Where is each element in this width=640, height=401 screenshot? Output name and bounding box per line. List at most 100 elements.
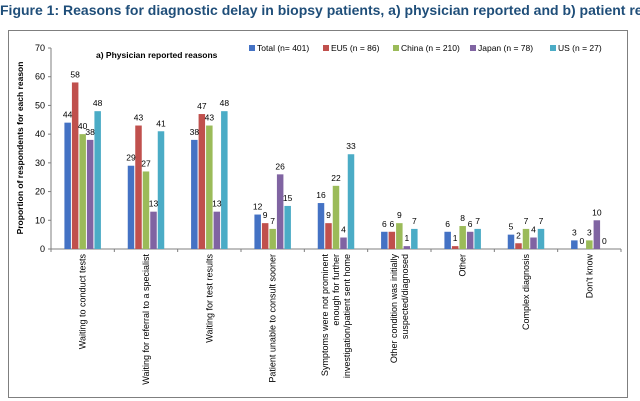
data-label: 7 [412,216,417,226]
chart-subtitle: a) Physician reported reasons [96,50,218,60]
bar [381,231,388,249]
data-label: 22 [331,173,341,183]
bar [474,228,481,249]
data-label: 4 [531,225,536,235]
bar [515,243,522,249]
legend-swatch [550,45,556,51]
y-axis-label: Proportion of respondents for each reaso… [15,62,25,235]
legend-label: China (n = 210) [401,43,460,53]
x-tick-label: Complex diagnosis [521,254,531,331]
data-label: 38 [85,127,95,137]
bar [332,185,340,249]
data-label: 3 [572,227,577,237]
bar [254,214,261,249]
data-label: 26 [275,161,285,171]
legend-swatch [249,45,255,51]
bar [213,211,221,249]
bar [269,228,276,249]
y-tick-label: 50 [35,100,45,110]
data-label: 43 [134,113,144,123]
x-tick-label-line: enough for further [331,254,341,326]
x-tick-label: Other [458,254,468,277]
bar [340,237,347,249]
bar [86,139,94,249]
bar [221,111,228,250]
data-label: 3 [587,227,592,237]
x-tick-label: Waiting to conduct tests [78,254,88,350]
x-tick-label-line: Other condition was initially [389,254,399,364]
bar [388,231,396,249]
bar [347,154,355,249]
data-label: 2 [516,230,521,240]
legend-swatch [470,45,476,51]
data-label: 13 [149,199,159,209]
x-tick-label: Other condition was initially suspected/d… [389,254,410,364]
x-tick-label-line: Waiting for test results [204,254,214,343]
x-tick-label: Waiting for test results [204,254,214,343]
data-label: 48 [220,98,230,108]
bar [466,231,474,249]
data-label: 43 [205,113,215,123]
data-label: 7 [270,216,275,226]
x-tick-label-line: suspected/diagnosed [400,254,410,339]
chart-area: a) Physician reported reasons Proportion… [8,30,628,398]
legend-label: Total (n= 401) [257,43,309,53]
x-tick-label: Don't know [584,254,594,299]
bar [403,246,411,249]
data-label: 6 [468,219,473,229]
figure-title: Figure 1: Reasons for diagnostic delay i… [0,2,640,18]
data-label: 9 [397,210,402,220]
x-tick-label-line: Patient unable to consult sooner [268,254,278,383]
bar [276,174,284,249]
data-label: 41 [156,118,166,128]
x-tick-label-line: Other [458,254,468,277]
bar [71,82,79,249]
bar [411,228,418,249]
bar [586,240,593,249]
bar [507,234,515,249]
data-label: 29 [126,153,136,163]
bar [325,223,332,249]
bar [135,125,142,249]
data-label: 27 [141,158,151,168]
x-axis: Waiting to conduct tests Waiting for refe… [50,248,622,385]
data-label: 7 [475,216,480,226]
data-label: 4 [341,225,346,235]
bar [444,231,451,249]
y-tick-label: 10 [35,215,45,225]
legend: Total (n= 401) EU5 (n = 86) China (n = 210… [249,43,602,53]
bar [593,220,601,249]
data-label: 48 [93,98,103,108]
y-tick-label: 70 [35,43,45,53]
legend-label: EU5 (n = 86) [331,43,380,53]
y-tick-label: 40 [35,129,45,139]
bar [522,228,530,249]
data-label: 0 [602,236,607,246]
x-tick-label-line: Don't know [584,254,594,299]
bar [191,139,198,249]
bar [537,228,545,249]
bar [206,125,213,249]
y-tick-label: 0 [40,244,45,254]
x-tick-label-line: investigation/patient sent home [342,254,352,378]
bar [261,223,269,249]
legend-swatch [323,45,329,51]
data-label: 58 [70,69,80,79]
bar [64,122,71,249]
bar [198,114,206,250]
data-label: 15 [283,193,293,203]
bar [79,134,86,249]
y-tick-label: 20 [35,187,45,197]
bar [157,131,165,249]
data-label: 0 [579,236,584,246]
bar [530,237,537,249]
x-tick-label-line: Waiting for referral to a specialist [141,254,151,385]
x-tick-label: Waiting for referral to a specialist [141,254,151,385]
bar [284,205,291,249]
bar [396,223,403,249]
data-label: 7 [524,216,529,226]
bar-series-group [64,82,601,250]
data-label: 38 [190,127,200,137]
x-tick-label-line: Waiting to conduct tests [78,254,88,350]
